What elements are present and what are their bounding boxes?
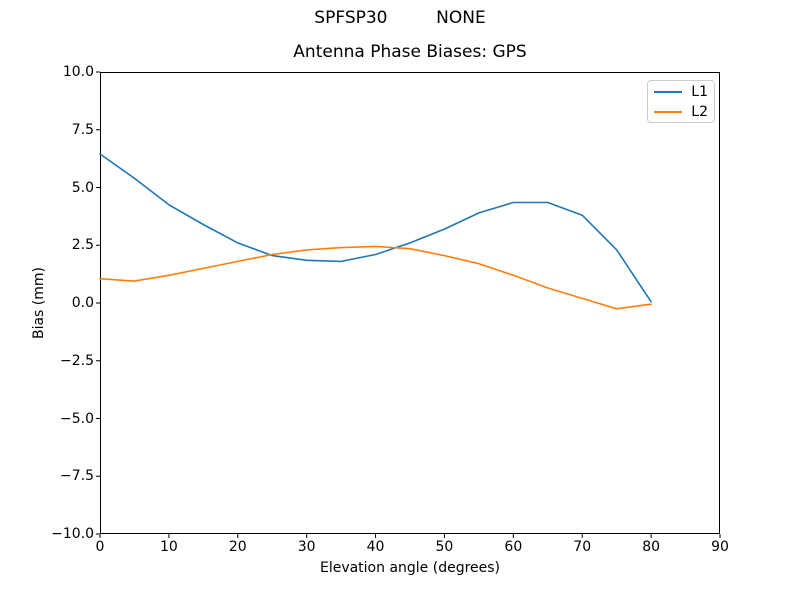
legend-row-l1: L1 xyxy=(654,84,708,99)
legend-label-l1: L1 xyxy=(691,83,708,100)
line-l2 xyxy=(99,245,652,310)
line-l1 xyxy=(99,153,652,303)
plot-area xyxy=(100,72,720,534)
x-tick-label: 90 xyxy=(711,539,729,555)
y-tick-label: 7.5 xyxy=(71,121,94,138)
y-tick-label: 0.0 xyxy=(71,295,94,311)
y-tick-label: −2.5 xyxy=(60,352,94,369)
y-tick-label: 5.0 xyxy=(71,179,94,196)
legend: L1 L2 xyxy=(647,80,715,123)
legend-line-sample-l2 xyxy=(654,110,683,113)
x-tick-label: 20 xyxy=(228,539,247,555)
legend-label-l2: L2 xyxy=(691,103,708,120)
y-tick-label: 2.5 xyxy=(71,237,94,254)
legend-line-sample-l1 xyxy=(654,90,683,93)
x-axis-label: Elevation angle (degrees) xyxy=(319,560,501,576)
x-tick-label: 40 xyxy=(366,539,385,555)
x-tick-label: 80 xyxy=(642,539,661,555)
y-tick-label: −5.0 xyxy=(60,410,94,427)
y-tick-label: −7.5 xyxy=(60,468,94,485)
legend-row-l2: L2 xyxy=(654,104,708,119)
x-tick-label: 0 xyxy=(95,539,105,555)
x-tick-label: 60 xyxy=(504,539,523,555)
y-tick-label: 10.0 xyxy=(62,64,94,80)
figure-suptitle: SPFSP30 NONE xyxy=(314,8,486,28)
x-tick-label: 10 xyxy=(159,539,178,555)
y-axis-label: Bias (mm) xyxy=(31,266,47,340)
y-tick-label: −10.0 xyxy=(51,526,94,542)
x-tick-label: 50 xyxy=(435,539,454,555)
axes-title: Antenna Phase Biases: GPS xyxy=(293,42,527,62)
x-tick-label: 30 xyxy=(297,539,316,555)
x-tick-label: 70 xyxy=(573,539,592,555)
